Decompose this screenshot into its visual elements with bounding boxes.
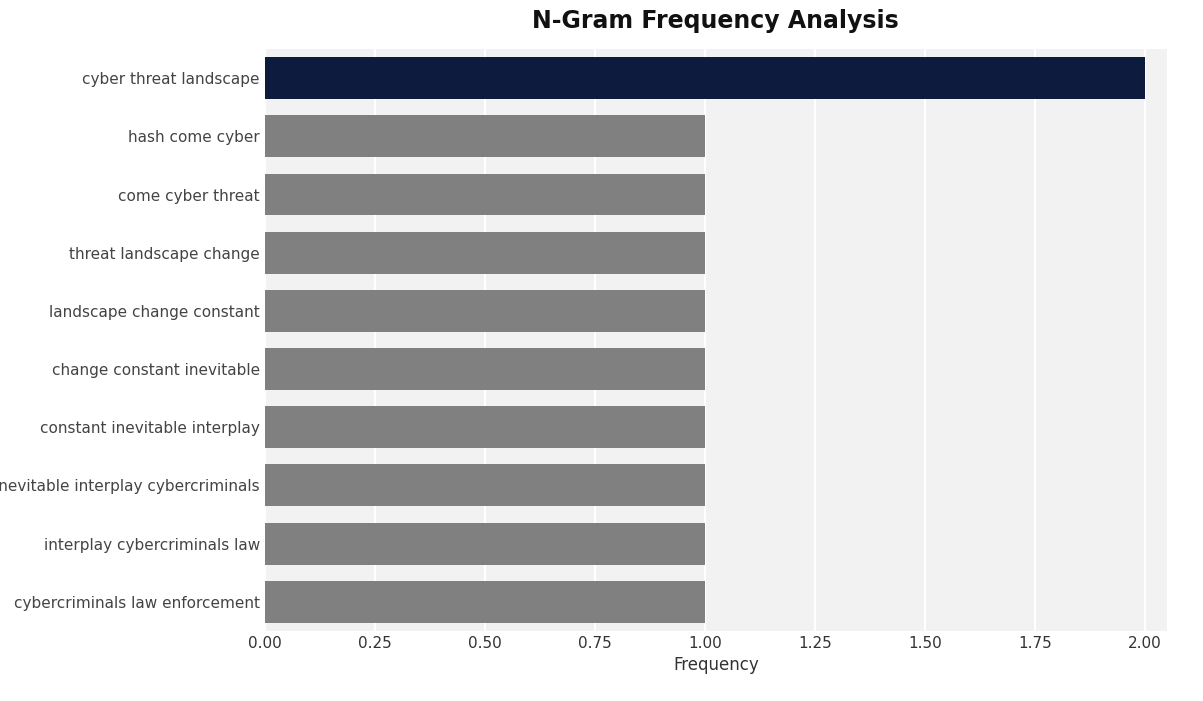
Bar: [265, 465, 705, 506]
Bar: [265, 57, 1145, 99]
Bar: [265, 523, 705, 564]
X-axis label: Frequency: Frequency: [672, 656, 759, 674]
Bar: [265, 116, 705, 157]
Title: N-Gram Frequency Analysis: N-Gram Frequency Analysis: [533, 9, 899, 33]
Bar: [265, 407, 705, 448]
Bar: [265, 232, 705, 273]
Bar: [265, 581, 705, 622]
Bar: [265, 174, 705, 215]
Bar: [265, 348, 705, 390]
Bar: [265, 290, 705, 332]
